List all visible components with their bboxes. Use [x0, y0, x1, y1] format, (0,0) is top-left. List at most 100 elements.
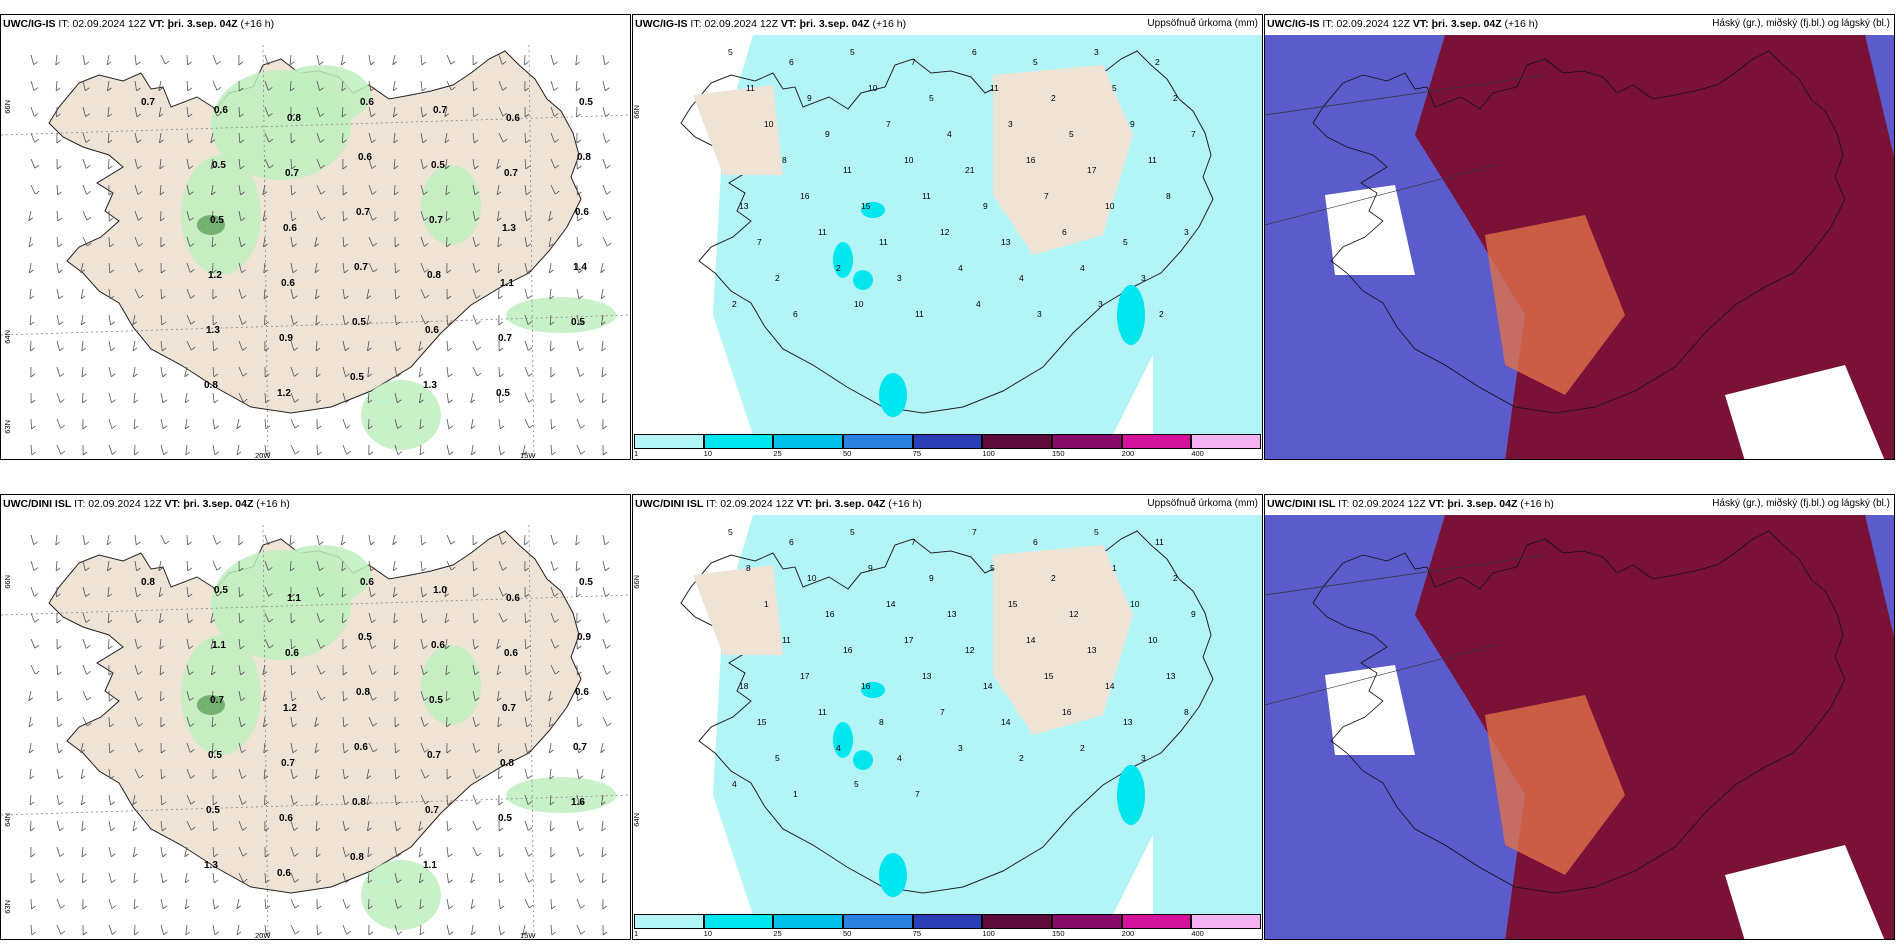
wind-barb	[264, 534, 269, 545]
wind-barb	[134, 638, 138, 649]
wind-barb	[290, 742, 294, 753]
wind-barb-feather	[160, 217, 165, 222]
wind-barb	[419, 898, 422, 909]
wind-barb	[548, 236, 552, 247]
wind-barb	[210, 612, 214, 623]
precip-amount-label: 5	[728, 527, 733, 537]
wind-barb-feather	[29, 801, 35, 806]
wind-barb	[394, 444, 399, 455]
precip-amount-label: 10	[1148, 635, 1158, 645]
wind-barb-feather	[34, 670, 40, 675]
panel-subtitle: Uppsöfnuð úrkoma (mm)	[1147, 18, 1258, 29]
wind-barb-feather	[132, 827, 138, 832]
wind-barb-feather	[263, 295, 269, 300]
precip-amount-label: 8	[746, 563, 751, 573]
precip-10mm-area	[833, 242, 853, 278]
precip-amount-label: 5	[850, 527, 855, 537]
precip-amount-label: 5	[1112, 83, 1117, 93]
colorbar-segment	[912, 914, 983, 929]
wind-barb-feather	[499, 373, 504, 378]
precip-amount-label: 3	[1141, 753, 1146, 763]
wind-barb-feather	[601, 373, 607, 378]
wind-barb-feather	[82, 905, 88, 910]
wind-barb	[472, 132, 475, 143]
precip-value-label: 0.7	[504, 168, 518, 179]
wind-barb-feather	[424, 269, 429, 273]
colorbar-segment	[703, 434, 774, 449]
wind-barb-feather	[548, 723, 554, 728]
wind-barb-feather	[394, 671, 399, 676]
wind-barb	[549, 262, 552, 273]
wind-barb-feather	[447, 347, 453, 352]
wind-barb-feather	[502, 592, 508, 597]
wind-barb	[420, 586, 423, 597]
precip-area	[421, 165, 481, 245]
wind-barb	[212, 924, 216, 935]
wind-barb	[342, 716, 345, 727]
wind-barb	[316, 638, 321, 649]
wind-barb	[82, 106, 86, 117]
wind-barb-feather	[345, 879, 351, 883]
precip-value-label: 0.5	[206, 805, 220, 816]
wind-barb	[316, 612, 321, 623]
wind-barb	[393, 158, 396, 169]
wind-barb-feather	[367, 347, 372, 352]
precip-amount-label: 7	[911, 57, 916, 67]
wind-barb	[368, 106, 372, 117]
precip-amount-label: 15	[861, 201, 871, 211]
wind-barb	[550, 924, 553, 935]
wind-barb	[444, 106, 448, 117]
wind-barb-feather	[554, 593, 559, 597]
wind-barb	[418, 366, 422, 377]
wind-barb	[446, 340, 449, 351]
wind-barb-feather	[527, 295, 532, 299]
wind-barb	[575, 534, 578, 545]
wind-barb	[82, 690, 88, 701]
wind-barb-feather	[341, 61, 346, 66]
wind-barb-feather	[500, 451, 505, 456]
iceland-landmass	[48, 50, 582, 414]
wind-barb	[108, 924, 113, 935]
wind-barb-feather	[109, 269, 115, 274]
precip-value-label: 0.7	[498, 333, 512, 344]
precip-amount-label: 11	[922, 191, 931, 201]
wind-barb	[186, 262, 191, 273]
wind-barb	[184, 846, 188, 857]
wind-barb-feather	[372, 697, 377, 701]
wind-barb	[368, 236, 374, 247]
wind-barb	[290, 690, 293, 701]
wind-barb-feather	[445, 697, 451, 702]
precip-amount-label: 2	[775, 273, 780, 283]
wind-barb-feather	[315, 775, 320, 780]
wind-barb-feather	[549, 295, 555, 300]
wind-barb	[107, 132, 110, 143]
wind-barb-feather	[184, 373, 189, 378]
wind-barb	[290, 314, 294, 325]
precip-10mm-area	[833, 722, 853, 758]
precip-amount-label: 1	[764, 599, 769, 609]
wind-barb	[472, 664, 476, 675]
wind-barb-feather	[370, 87, 376, 92]
iceland-outline	[680, 530, 1214, 894]
precip-value-label: 0.7	[210, 695, 224, 706]
precip-value-label: 1.3	[423, 380, 437, 391]
colorbar-segment	[1052, 914, 1122, 929]
wind-barb	[498, 586, 504, 597]
wind-barb	[498, 924, 501, 935]
wind-barb	[106, 54, 110, 65]
wind-barb-feather	[423, 671, 428, 675]
wind-barb-feather	[419, 399, 424, 404]
precip-value-label: 1.3	[206, 325, 220, 336]
wind-barb	[108, 742, 111, 753]
wind-barb	[315, 768, 318, 779]
wind-barb-feather	[59, 801, 64, 806]
wind-barb-feather	[397, 425, 402, 429]
wind-barb	[366, 314, 370, 325]
wind-barb	[184, 366, 188, 377]
wind-barb	[290, 846, 295, 857]
clear-sky-area	[1325, 665, 1415, 755]
wind-barb	[446, 392, 449, 403]
wind-barb-feather	[344, 295, 349, 300]
precip-amount-label: 13	[947, 609, 957, 619]
wind-barb	[524, 612, 526, 624]
